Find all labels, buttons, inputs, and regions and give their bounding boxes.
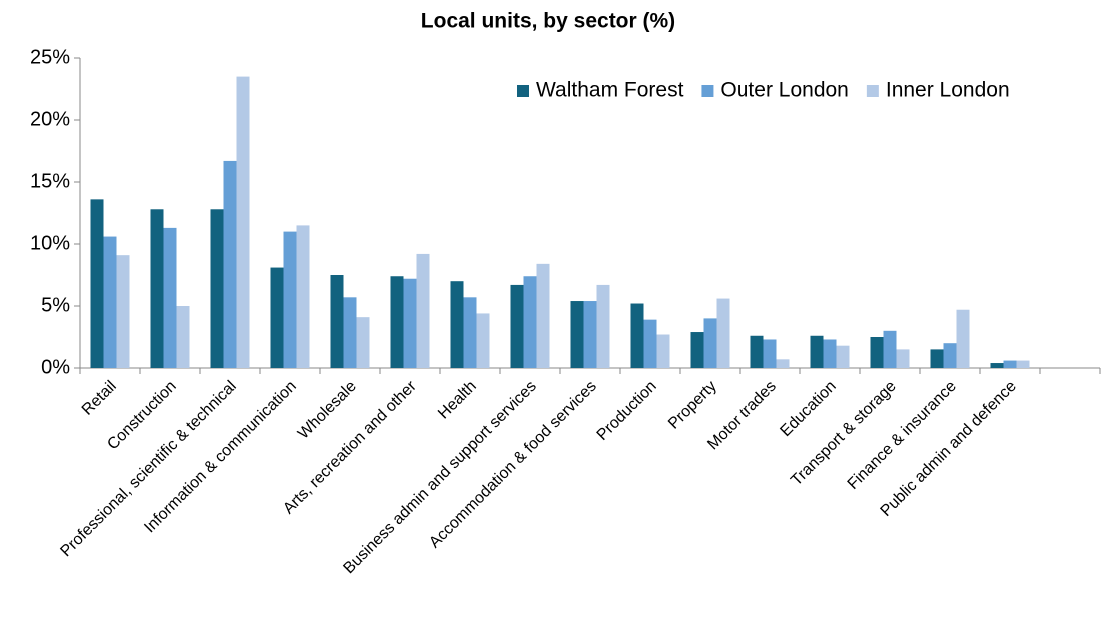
bar <box>716 298 730 368</box>
chart-title: Local units, by sector (%) <box>421 10 675 33</box>
bar <box>176 306 190 368</box>
x-tick-label: Health <box>435 378 480 423</box>
legend-swatch <box>866 85 879 97</box>
bar <box>356 317 370 368</box>
bar <box>343 297 357 368</box>
bar <box>810 335 824 368</box>
bar <box>596 284 610 368</box>
bar <box>523 276 537 368</box>
y-tick-label: 5% <box>41 294 70 316</box>
bar <box>536 263 550 368</box>
bar <box>583 301 597 368</box>
bar <box>476 313 490 368</box>
bar <box>643 319 657 368</box>
bar <box>1003 360 1017 368</box>
x-tick-label: Production <box>594 378 660 444</box>
bar <box>210 209 224 368</box>
bar <box>236 76 250 368</box>
bar <box>943 343 957 368</box>
bar <box>463 297 477 368</box>
bar <box>416 253 430 368</box>
bar <box>283 231 297 368</box>
bar <box>823 339 837 368</box>
bar <box>296 225 310 368</box>
legend-label: Inner London <box>886 79 1010 102</box>
x-tick-label: Wholesale <box>295 378 360 443</box>
bar <box>90 199 104 368</box>
bar <box>630 303 644 368</box>
legend-swatch <box>517 85 529 97</box>
legend-swatch <box>701 85 714 97</box>
bar <box>836 345 850 368</box>
bar <box>763 339 777 368</box>
bar <box>103 236 117 368</box>
y-tick-label: 15% <box>30 170 70 192</box>
bar <box>883 330 897 368</box>
bar <box>703 318 717 368</box>
x-tick-label: Finance & insurance <box>845 378 960 493</box>
y-tick-label: 25% <box>30 46 70 68</box>
bar <box>390 276 404 368</box>
x-tick-label: Transport & storage <box>788 378 900 490</box>
bar <box>270 267 284 368</box>
x-tick-label: Property <box>665 378 720 433</box>
y-tick-label: 0% <box>41 356 70 378</box>
bar <box>163 227 177 368</box>
bar <box>656 334 670 368</box>
bar <box>990 363 1004 368</box>
bar <box>776 359 790 368</box>
y-tick-label: 20% <box>30 108 70 130</box>
bar <box>403 278 417 368</box>
bar <box>223 160 237 368</box>
bar <box>930 349 944 368</box>
legend-label: Outer London <box>720 79 848 102</box>
bar <box>330 275 344 368</box>
bar <box>690 332 704 368</box>
bar <box>510 284 524 368</box>
x-tick-label: Education <box>777 378 839 440</box>
x-tick-label: Retail <box>79 378 120 419</box>
bar <box>750 335 764 368</box>
bar <box>450 281 464 368</box>
bar <box>896 349 910 368</box>
bar <box>570 301 584 368</box>
bar <box>150 209 164 368</box>
bar <box>956 309 970 368</box>
legend-label: Waltham Forest <box>536 79 684 102</box>
y-tick-label: 10% <box>30 232 70 254</box>
bar <box>1016 360 1030 368</box>
bar <box>870 337 884 368</box>
bar <box>116 255 130 368</box>
